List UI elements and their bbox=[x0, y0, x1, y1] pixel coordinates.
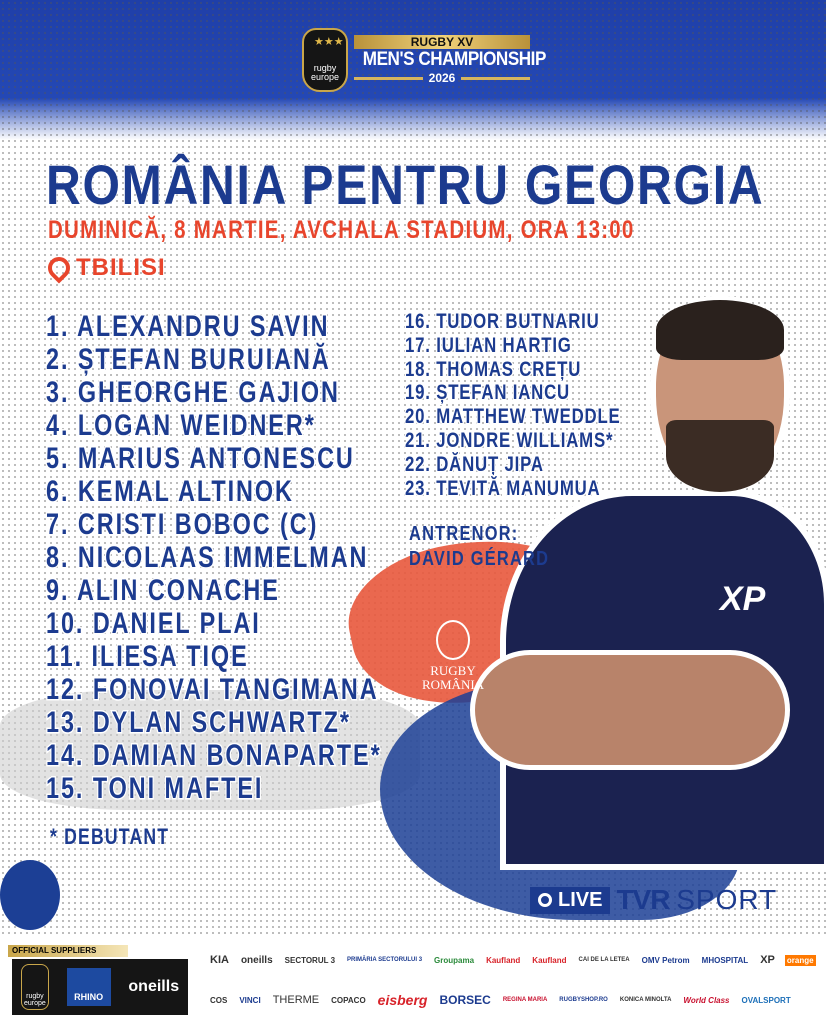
starters-list: 1. ALEXANDRU SAVIN 2. ȘTEFAN BURUIANĂ 3.… bbox=[45, 309, 476, 807]
replacements-list: 16. TUDOR BUTNARIU 17. IULIAN HARTIG 18.… bbox=[404, 309, 674, 502]
sponsor-logo: Kaufland bbox=[486, 955, 521, 965]
sponsors-row-1: KIA oneills SECTORUL 3 PRIMĂRIA SECTORUL… bbox=[208, 953, 816, 967]
championship-logo: ★★★ rugby europe RUGBY XV MEN'S CHAMPION… bbox=[302, 28, 547, 92]
gray-paint-splash bbox=[0, 690, 420, 810]
logo-text: rugby europe bbox=[310, 63, 340, 82]
list-item: 4. LOGAN WEIDNER* bbox=[45, 408, 316, 444]
match-city: TBILISI bbox=[43, 252, 166, 284]
header-background bbox=[0, 0, 826, 140]
competition-top: RUGBY XV bbox=[354, 35, 530, 49]
rugby-ball-icon bbox=[436, 620, 470, 660]
live-icon bbox=[538, 893, 552, 907]
list-item: 23. TEVITĂ MANUMUA bbox=[404, 475, 601, 501]
sponsor-logo: KIA bbox=[210, 954, 229, 966]
list-item: 11. ILIESA TIQE bbox=[45, 639, 249, 675]
sponsor-logo: COS bbox=[210, 995, 228, 1005]
suppliers-box: rugby europe RHINO oneills bbox=[12, 959, 188, 1015]
sponsor-logo: OVALSPORT bbox=[741, 995, 791, 1005]
sponsor-logo: COPACO bbox=[331, 995, 366, 1005]
rugby-romania-logo: RUGBY ROMÂNIA bbox=[418, 620, 488, 692]
location-pin-icon bbox=[43, 252, 75, 284]
sponsor-logo: Kaufland bbox=[532, 955, 567, 965]
list-item: 18. THOMAS CREȚU bbox=[404, 356, 582, 382]
debutant-legend: * DEBUTANT bbox=[50, 824, 170, 849]
sponsor-logo: SECTORUL 3 bbox=[284, 955, 336, 965]
list-item: 16. TUDOR BUTNARIU bbox=[404, 309, 600, 335]
list-item: 20. MATTHEW TWEDDLE bbox=[404, 404, 621, 430]
live-label: LIVE bbox=[558, 888, 603, 911]
sponsor-logo: eisberg bbox=[377, 992, 428, 1008]
list-item: 2. ȘTEFAN BURUIANĂ bbox=[45, 342, 331, 378]
list-item: 17. IULIAN HARTIG bbox=[404, 332, 572, 358]
stars-icon: ★★★ bbox=[314, 36, 344, 48]
coach-label: ANTRENOR: bbox=[409, 523, 519, 545]
federation-logo-text: RUGBY ROMÂNIA bbox=[421, 663, 485, 692]
sponsor-logo: OMV Petrom bbox=[641, 955, 690, 965]
sponsors-footer: OFFICIAL SUPPLIERS rugby europe RHINO on… bbox=[0, 935, 826, 1024]
sponsor-logo: THERME bbox=[272, 994, 320, 1006]
supplier-logo: rugby europe bbox=[20, 964, 49, 1010]
city-name: TBILISI bbox=[76, 254, 166, 281]
list-item: 7. CRISTI BOBOC (C) bbox=[45, 507, 319, 543]
sponsor-logo: RUGBYSHOP.RO bbox=[559, 997, 608, 1003]
sponsor-logo: World Class bbox=[683, 995, 730, 1005]
official-suppliers-label: OFFICIAL SUPPLIERS bbox=[8, 945, 128, 957]
list-item: 19. ȘTEFAN IANCU bbox=[404, 380, 571, 406]
sponsor-logo: CAI DE LA LETEA bbox=[578, 957, 630, 963]
jersey-sponsor: XP bbox=[720, 580, 766, 618]
match-title: ROMÂNIA PENTRU GEORGIA bbox=[46, 153, 765, 217]
competition-name: MEN'S CHAMPIONSHIP bbox=[362, 49, 547, 70]
sponsor-logo: VINCI bbox=[239, 995, 261, 1005]
competition-year: 2026 bbox=[428, 71, 456, 85]
sponsor-logo: XP bbox=[760, 954, 775, 966]
blue-paint-splash-left bbox=[0, 860, 60, 930]
coach: ANTRENOR: DAVID GÉRARD bbox=[409, 522, 549, 572]
sponsor-logo: KONICA MINOLTA bbox=[619, 997, 672, 1003]
sponsor-logo: PRIMĂRIA SECTORULUI 3 bbox=[347, 957, 423, 963]
player-photo: XP bbox=[470, 290, 826, 880]
sponsor-logo: REGINA MARIA bbox=[502, 997, 548, 1003]
list-item: 14. DAMIAN BONAPARTE* bbox=[45, 738, 382, 774]
list-item: 12. FONOVAI TANGIMANA bbox=[45, 672, 379, 708]
list-item: 5. MARIUS ANTONESCU bbox=[45, 441, 355, 477]
list-item: 21. JONDRE WILLIAMS* bbox=[404, 427, 614, 453]
sponsor-logo: Groupama bbox=[434, 955, 475, 965]
supplier-logo: RHINO bbox=[66, 968, 111, 1006]
list-item: 22. DĂNUȚ JIPA bbox=[404, 451, 544, 477]
list-item: 13. DYLAN SCHWARTZ* bbox=[45, 705, 351, 741]
supplier-logo: oneills bbox=[128, 978, 180, 995]
list-item: 6. KEMAL ALTINOK bbox=[45, 474, 294, 510]
channel-name: TVR bbox=[616, 884, 670, 915]
list-item: 10. DANIEL PLAI bbox=[45, 606, 261, 642]
sponsor-logo: BORSEC bbox=[439, 993, 491, 1007]
list-item: 1. ALEXANDRU SAVIN bbox=[45, 309, 330, 345]
list-item: 3. GHEORGHE GAJION bbox=[45, 375, 340, 411]
channel-suffix: SPORT bbox=[676, 884, 778, 915]
match-details: DUMINICĂ, 8 MARTIE, AVCHALA STADIUM, ORA… bbox=[48, 216, 635, 244]
coach-name: DAVID GÉRARD bbox=[409, 548, 550, 570]
broadcast-info: LIVE TVR SPORT bbox=[530, 884, 777, 916]
list-item: 8. NICOLAAS IMMELMAN bbox=[45, 540, 369, 576]
sponsors-row-2: COS VINCI THERME COPACO eisberg BORSEC R… bbox=[208, 991, 793, 1009]
rugby-europe-logo: ★★★ rugby europe bbox=[302, 28, 348, 92]
list-item: 15. TONI MAFTEI bbox=[45, 771, 264, 807]
sponsor-logo: oneills bbox=[240, 954, 273, 966]
list-item: 9. ALIN CONACHE bbox=[45, 573, 280, 609]
sponsor-logo: orange bbox=[784, 954, 816, 966]
sponsor-logo: MHOSPITAL bbox=[701, 955, 749, 965]
